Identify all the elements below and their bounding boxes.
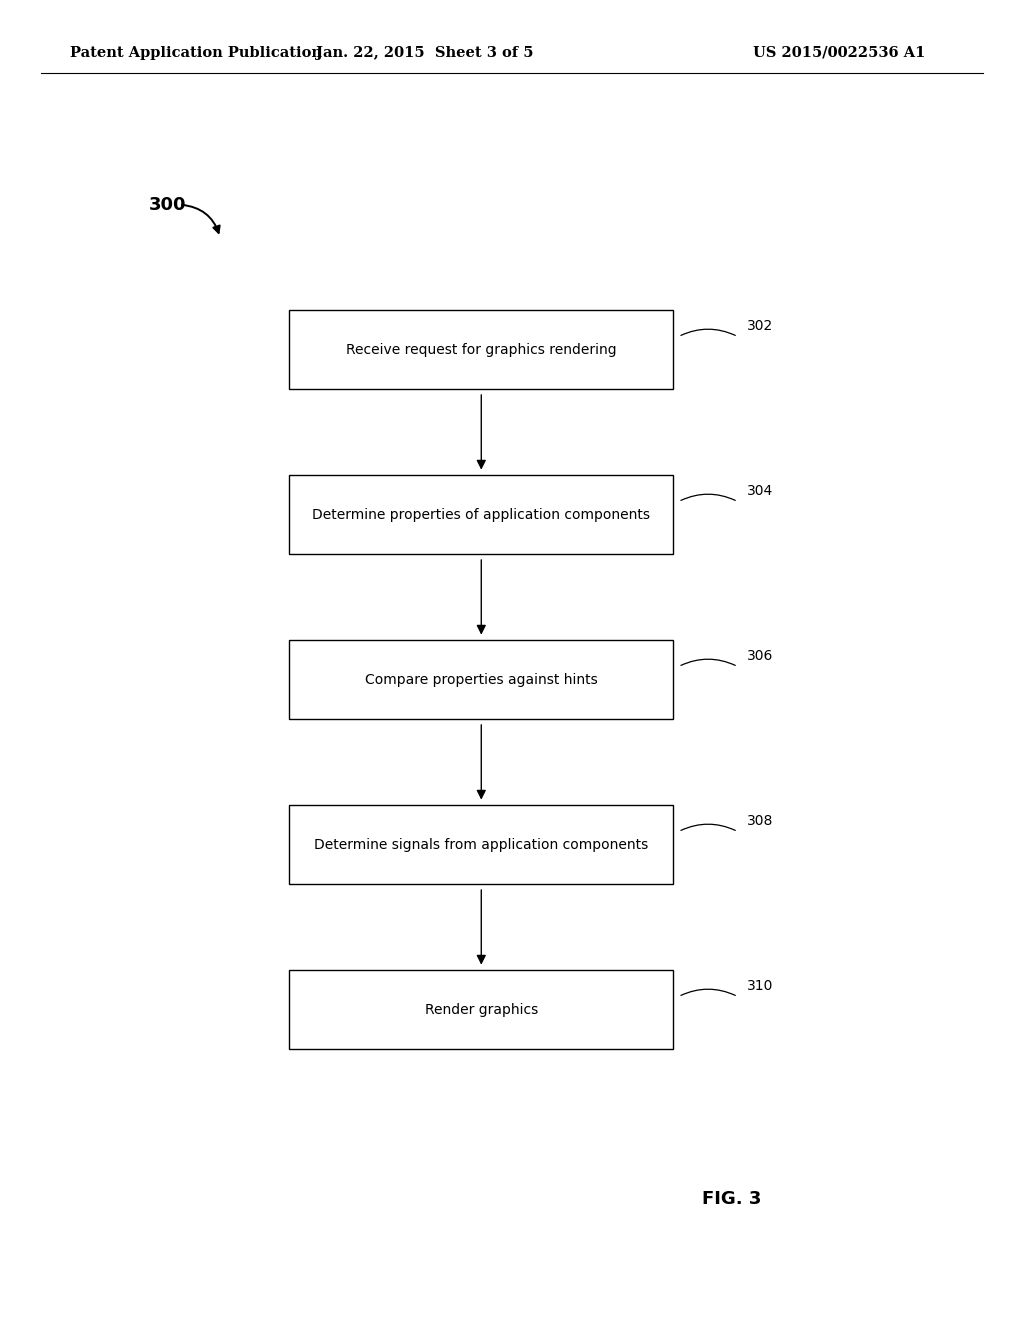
Text: Compare properties against hints: Compare properties against hints (365, 673, 598, 686)
Text: 302: 302 (748, 319, 773, 333)
Bar (289, 475, 674, 554)
Bar (289, 310, 674, 389)
Text: Render graphics: Render graphics (425, 1003, 538, 1016)
Text: Receive request for graphics rendering: Receive request for graphics rendering (346, 343, 616, 356)
Bar (289, 805, 674, 884)
Text: 304: 304 (748, 484, 773, 498)
Text: 306: 306 (748, 649, 773, 663)
Text: Patent Application Publication: Patent Application Publication (70, 46, 322, 59)
Bar (289, 970, 674, 1049)
Text: FIG. 3: FIG. 3 (702, 1189, 762, 1208)
Text: 310: 310 (748, 979, 773, 993)
Text: US 2015/0022536 A1: US 2015/0022536 A1 (754, 46, 926, 59)
Text: Determine signals from application components: Determine signals from application compo… (314, 838, 648, 851)
Text: 308: 308 (748, 814, 773, 828)
Text: Jan. 22, 2015  Sheet 3 of 5: Jan. 22, 2015 Sheet 3 of 5 (316, 46, 534, 59)
Text: Determine properties of application components: Determine properties of application comp… (312, 508, 650, 521)
Bar (289, 640, 674, 719)
Text: 300: 300 (148, 195, 186, 214)
